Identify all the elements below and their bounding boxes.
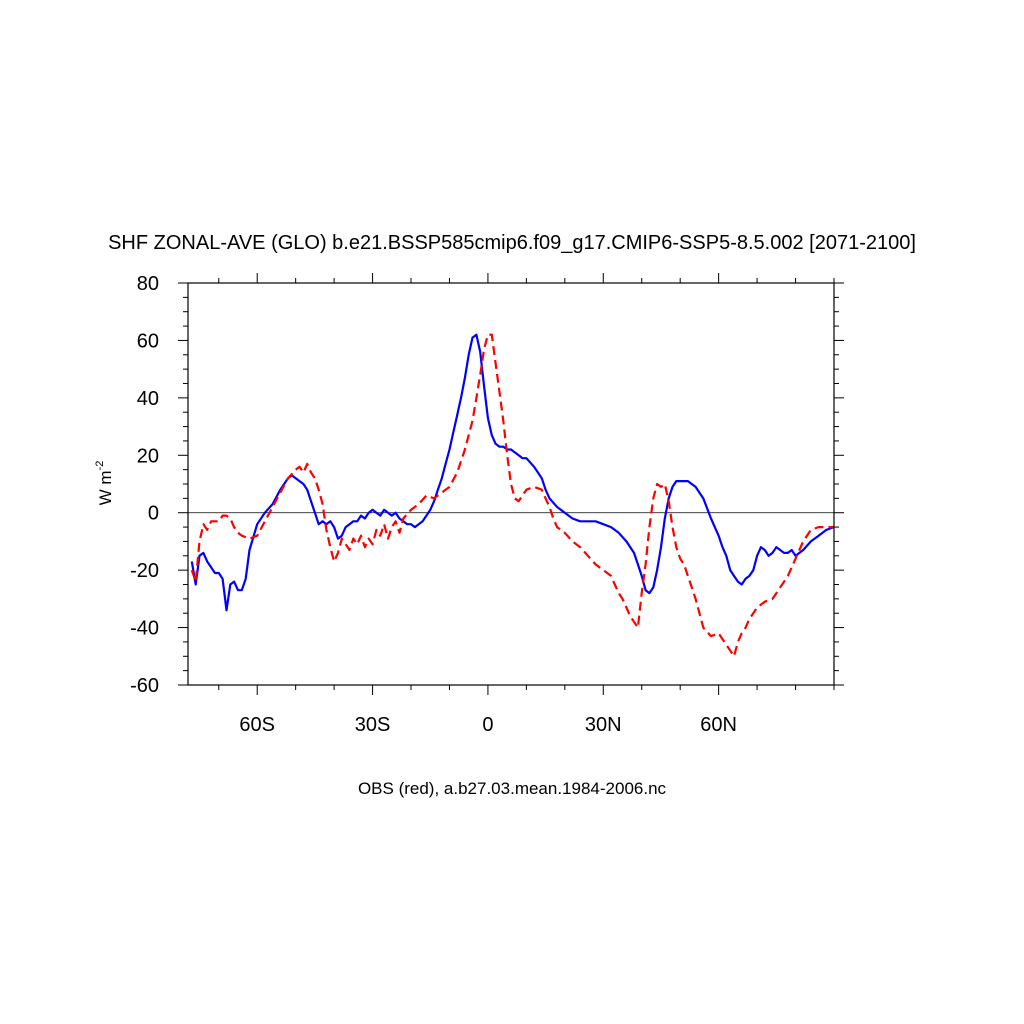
- y-axis-label: W m-2: [94, 461, 115, 506]
- svg-text:W m-2: W m-2: [94, 461, 115, 506]
- series-layer: [190, 333, 835, 658]
- y-axis-label-main: W m: [96, 470, 115, 505]
- chart-title: SHF ZONAL-AVE (GLO) b.e21.BSSP585cmip6.f…: [108, 232, 916, 254]
- y-tick-label-0: 80: [137, 273, 159, 295]
- tick-layer: 80 60 40 20 0 -20 -40 -60 60S 30S 0 30N 60N: [130, 273, 844, 736]
- y-tick-label-2: 40: [137, 388, 159, 410]
- y-tick-label-1: 60: [137, 330, 159, 352]
- y-tick-label-3: 20: [137, 445, 159, 467]
- y-tick-label-7: -60: [130, 675, 159, 697]
- y-axis-label-sup: -2: [94, 461, 106, 471]
- plot-area: 80 60 40 20 0 -20 -40 -60 60S 30S 0 30N 60N: [130, 273, 844, 736]
- series-line-1: [190, 333, 834, 658]
- x-tick-label-4: 60N: [700, 714, 737, 736]
- x-tick-label-2: 0: [482, 714, 493, 736]
- y-tick-label-4: 0: [148, 503, 159, 525]
- x-tick-label-0: 60S: [239, 714, 275, 736]
- x-tick-label-1: 30S: [355, 714, 391, 736]
- x-axis-label: OBS (red), a.b27.03.mean.1984-2006.nc: [358, 779, 667, 798]
- x-tick-label-3: 30N: [585, 714, 622, 736]
- y-tick-label-5: -20: [130, 560, 159, 582]
- y-tick-label-6: -40: [130, 618, 159, 640]
- series-line-0: [190, 333, 835, 612]
